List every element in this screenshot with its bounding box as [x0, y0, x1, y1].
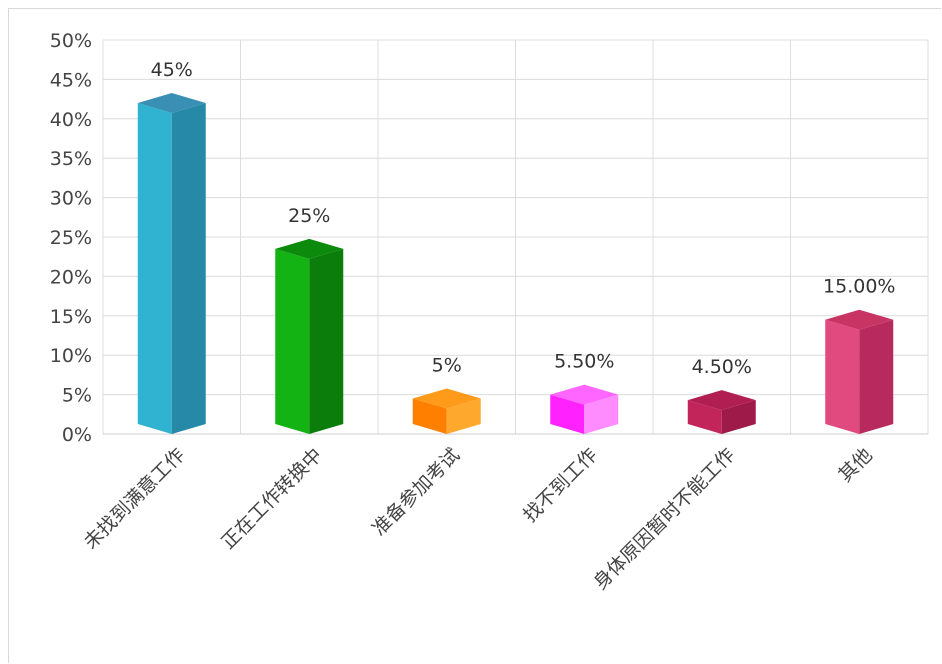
bar: [550, 384, 619, 434]
bar-front-face: [825, 319, 860, 434]
data-label: 5.50%: [554, 351, 614, 373]
y-tick-label: 20%: [50, 266, 92, 288]
bar-top-face: [825, 309, 894, 330]
y-axis: 0% 5% 10% 15% 20% 25% 30% 35% 40% 45% 50%: [50, 30, 92, 446]
bar-front-face: [137, 103, 172, 434]
bar: [412, 388, 481, 434]
chart-frame: [8, 8, 941, 663]
bar-top-face: [412, 388, 481, 409]
y-tick-label: 50%: [50, 30, 92, 52]
bar-side-face: [446, 398, 481, 434]
bar-side-face: [859, 319, 894, 434]
y-tick-label: 40%: [50, 109, 92, 131]
x-tick-label: 找不到工作: [519, 444, 602, 527]
bar-side-face: [584, 394, 619, 434]
grid: [102, 39, 929, 435]
bar: [275, 238, 344, 434]
y-tick-label: 45%: [50, 69, 92, 91]
bar-side-face: [721, 400, 756, 434]
y-tick-label: 0%: [62, 424, 92, 446]
data-label: 5%: [432, 355, 462, 377]
x-tick-label: 未找到满意工作: [80, 444, 190, 554]
bar-front-face: [412, 398, 447, 434]
x-tick-label: 正在工作转换中: [217, 444, 327, 554]
bar-front-face: [275, 248, 310, 434]
bar: [137, 93, 206, 434]
x-tick-label: 准备参加考试: [368, 444, 464, 540]
bar-top-face: [275, 238, 344, 259]
bar-top-face: [137, 93, 206, 114]
y-tick-label: 25%: [50, 227, 92, 249]
bar: [825, 309, 894, 434]
data-label: 45%: [151, 59, 193, 81]
y-tick-label: 10%: [50, 345, 92, 367]
data-label: 15.00%: [823, 276, 895, 298]
y-tick-label: 5%: [62, 385, 92, 407]
x-tick-label: 其他: [834, 444, 876, 486]
bar-front-face: [687, 400, 722, 434]
bar-front-face: [550, 394, 585, 434]
bars: [137, 93, 894, 434]
bar-top-face: [550, 384, 619, 405]
data-labels: 45% 25% 5% 5.50% 4.50% 15.00%: [151, 59, 896, 378]
bar-side-face: [309, 248, 344, 434]
x-tick-label: 身体原因暂时不能工作: [589, 444, 739, 594]
bar-top-face: [687, 390, 756, 411]
y-tick-label: 30%: [50, 188, 92, 210]
y-tick-label: 15%: [50, 306, 92, 328]
data-label: 25%: [288, 205, 330, 227]
bar: [687, 390, 756, 434]
bar-side-face: [171, 103, 206, 434]
y-tick-label: 35%: [50, 148, 92, 170]
data-label: 4.50%: [692, 356, 752, 378]
